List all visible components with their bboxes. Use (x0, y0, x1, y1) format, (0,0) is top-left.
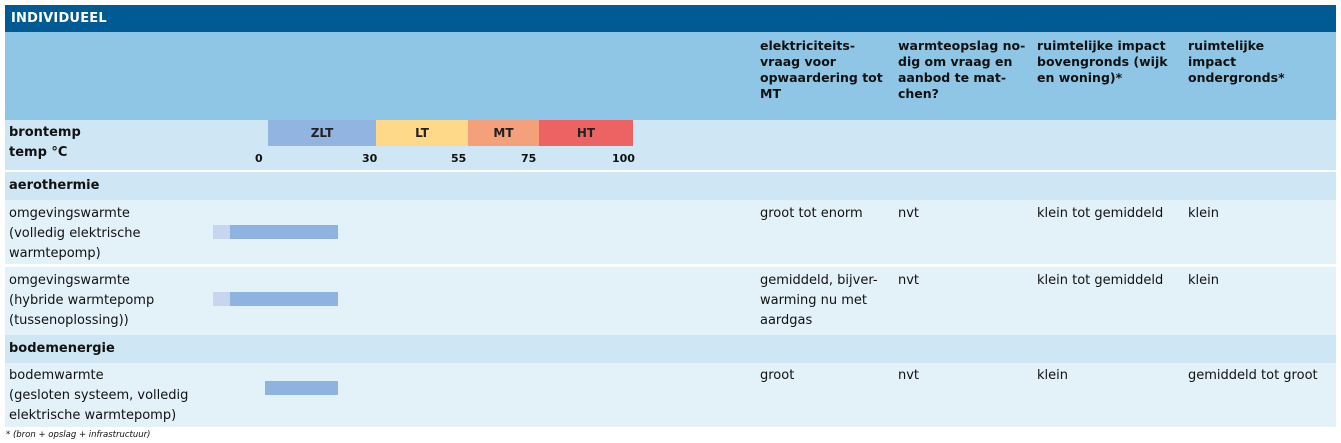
header-spatial-impact-below: ruimtelijke impact ondergronds* (1188, 38, 1285, 85)
range-bar (230, 292, 338, 306)
temperature-scale-row: brontemp temp °C ZLT LT MT HT 0 30 55 75… (5, 120, 1336, 170)
range-bar-optional (213, 225, 230, 239)
temperature-scale: ZLT LT MT HT (268, 120, 633, 146)
row-label: omgevingswarmte (volledig elektrische wa… (9, 206, 141, 261)
scale-label: brontemp temp °C (9, 125, 81, 160)
cell-spatial-impact-below: gemiddeld tot groot (1188, 368, 1318, 383)
cell-electricity-demand: groot (760, 368, 795, 383)
row-label: bodemwarmte (gesloten systeem, volledig … (9, 368, 189, 423)
table-row: bodemwarmte (gesloten systeem, volledig … (5, 363, 1336, 427)
cell-electricity-demand: gemiddeld, bijver- warming nu met aardga… (760, 273, 878, 328)
cell-spatial-impact-above: klein tot gemiddeld (1037, 273, 1164, 288)
cell-electricity-demand: groot tot enorm (760, 206, 863, 221)
section-header-aerothermie: aerothermie (5, 172, 1336, 200)
cell-heat-storage: nvt (898, 368, 920, 383)
range-bar-optional (213, 292, 230, 306)
table-title-bar: INDIVIDUEEL (5, 5, 1336, 32)
column-header-row: elektriciteits- vraag voor opwaardering … (5, 32, 1336, 120)
table-row: omgevingswarmte (volledig elektrische wa… (5, 200, 1336, 264)
header-electricity-demand: elektriciteits- vraag voor opwaardering … (760, 38, 883, 101)
cell-spatial-impact-above: klein (1037, 368, 1068, 383)
scale-segment-zlt: ZLT (268, 120, 376, 146)
scale-tick: 0 (255, 152, 263, 165)
table-row: omgevingswarmte (hybride warmtepomp (tus… (5, 267, 1336, 335)
cell-spatial-impact-below: klein (1188, 273, 1219, 288)
section-title: aerothermie (9, 178, 100, 193)
cell-spatial-impact-above: klein tot gemiddeld (1037, 206, 1164, 221)
cell-spatial-impact-below: klein (1188, 206, 1219, 221)
scale-segment-ht: HT (539, 120, 633, 146)
range-bar (230, 225, 338, 239)
scale-tick: 55 (451, 152, 467, 165)
cell-heat-storage: nvt (898, 273, 920, 288)
section-title: bodemenergie (9, 341, 115, 356)
table-title: INDIVIDUEEL (11, 11, 107, 26)
range-bar (265, 381, 338, 395)
section-header-bodemenergie: bodemenergie (5, 335, 1336, 363)
header-spatial-impact-above: ruimtelijke impact bovengronds (wijk en … (1037, 38, 1168, 85)
header-heat-storage: warmteopslag no- dig om vraag en aanbod … (898, 38, 1026, 101)
row-label: omgevingswarmte (hybride warmtepomp (tus… (9, 273, 155, 328)
scale-tick: 100 (612, 152, 635, 165)
scale-segment-lt: LT (376, 120, 468, 146)
scale-tick: 75 (521, 152, 537, 165)
scale-segment-mt: MT (468, 120, 539, 146)
cell-heat-storage: nvt (898, 206, 920, 221)
scale-tick: 30 (362, 152, 378, 165)
footnote: * (bron + opslag + infrastructuur) (6, 430, 151, 440)
